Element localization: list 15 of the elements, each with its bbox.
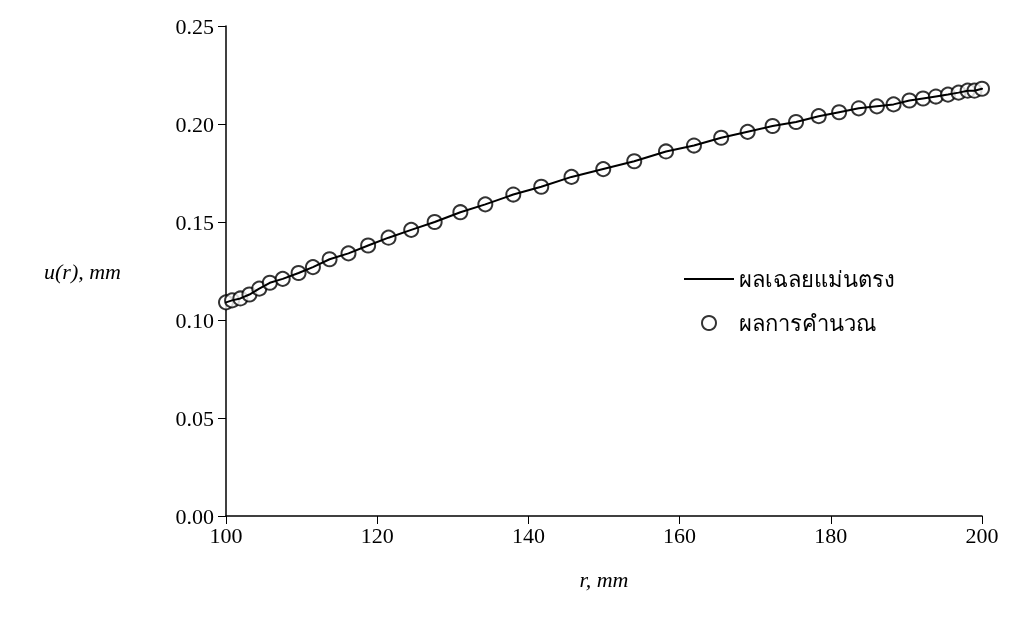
y-tick-label: 0.15 xyxy=(175,209,214,235)
x-tick-label: 160 xyxy=(663,522,697,548)
x-tick-label: 120 xyxy=(360,522,394,548)
x-axis-title: r, mm xyxy=(579,566,629,592)
y-tick-label: 0.20 xyxy=(175,111,214,137)
legend-label: ผลเฉลยแม่นตรง xyxy=(739,266,895,292)
x-tick-label: 140 xyxy=(511,522,545,548)
x-tick-label: 180 xyxy=(814,522,848,548)
y-tick-label: 0.25 xyxy=(175,13,214,39)
y-tick-label: 0.10 xyxy=(175,307,214,333)
legend-label: ผลการคำนวณ xyxy=(739,310,876,336)
y-axis-title: u(r), mm xyxy=(44,258,121,284)
x-tick-label: 200 xyxy=(965,522,999,548)
y-tick-label: 0.00 xyxy=(175,503,214,529)
y-tick-label: 0.05 xyxy=(175,405,214,431)
